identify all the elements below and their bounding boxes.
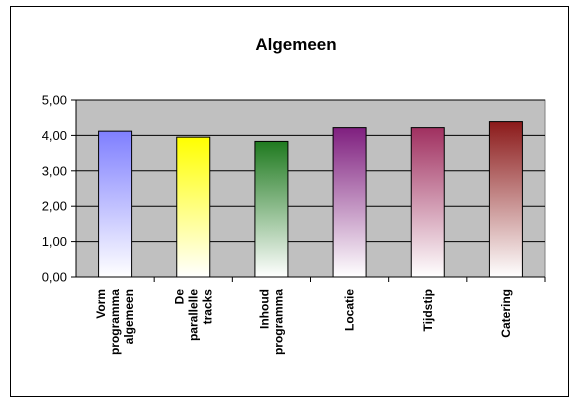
bar-chart: Algemeen 0,00 1,00 2,00 3,00 4,00 5,00 Vormpr… [42, 35, 546, 355]
x-category-label: Deparallelletracks [172, 289, 214, 341]
bar [410, 127, 445, 278]
x-category-label: Inhoudprogramma [257, 289, 285, 355]
chart-frame: Algemeen 0,00 1,00 2,00 3,00 4,00 5,00 Vormpr… [10, 6, 569, 397]
bar [488, 121, 523, 278]
y-tick-label: 0,00 [42, 270, 67, 285]
x-category-label: Vormprogrammaalgemeen [94, 289, 136, 355]
plot-area [75, 99, 546, 278]
y-tick-label: 2,00 [42, 199, 67, 214]
bar [176, 136, 211, 278]
x-category-label: Locatie [343, 289, 357, 331]
axes [71, 99, 546, 282]
gridlines [76, 99, 545, 243]
y-tick-label: 5,00 [42, 93, 67, 108]
y-tick-label: 1,00 [42, 234, 67, 249]
y-tick-label: 4,00 [42, 128, 67, 143]
y-tick-label: 3,00 [42, 163, 67, 178]
bar [98, 130, 133, 278]
x-axis-category-labels: Vormprogrammaalgemeen Deparallelletracks I… [94, 289, 513, 355]
y-axis-tick-labels: 0,00 1,00 2,00 3,00 4,00 5,00 [42, 93, 67, 285]
bar [254, 140, 289, 278]
bar [332, 127, 367, 278]
x-category-label: Catering [499, 289, 513, 338]
bars [98, 121, 523, 278]
chart-title: Algemeen [255, 35, 336, 54]
x-category-label: Tijdstip [421, 289, 435, 331]
